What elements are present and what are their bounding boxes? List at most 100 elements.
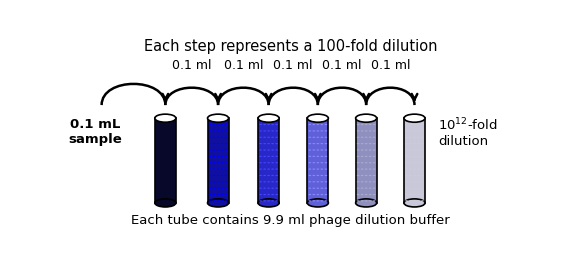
Circle shape (312, 149, 315, 151)
Circle shape (221, 175, 223, 176)
Circle shape (225, 175, 227, 176)
Circle shape (267, 130, 270, 132)
Circle shape (320, 200, 323, 201)
Circle shape (357, 168, 359, 170)
Circle shape (271, 149, 274, 151)
Ellipse shape (404, 199, 425, 207)
Ellipse shape (404, 114, 425, 122)
Circle shape (217, 200, 219, 201)
Circle shape (267, 188, 270, 189)
Circle shape (259, 149, 262, 151)
Circle shape (365, 137, 367, 138)
Circle shape (312, 175, 315, 176)
Circle shape (267, 124, 270, 125)
Circle shape (409, 149, 412, 151)
Circle shape (405, 137, 408, 138)
Circle shape (405, 130, 408, 132)
Circle shape (357, 143, 359, 144)
Circle shape (312, 162, 315, 163)
Circle shape (361, 168, 363, 170)
Circle shape (213, 137, 215, 138)
Ellipse shape (208, 114, 229, 122)
Circle shape (316, 188, 319, 189)
Circle shape (324, 168, 327, 170)
Circle shape (324, 124, 327, 125)
Circle shape (365, 156, 367, 157)
Circle shape (361, 175, 363, 176)
Text: 0.1 ml: 0.1 ml (371, 59, 410, 72)
Circle shape (421, 130, 424, 132)
Circle shape (421, 175, 424, 176)
Circle shape (417, 194, 420, 195)
Circle shape (213, 175, 215, 176)
Text: 0.1 ml: 0.1 ml (172, 59, 211, 72)
Circle shape (316, 156, 319, 157)
Circle shape (324, 194, 327, 195)
Circle shape (417, 168, 420, 170)
Circle shape (373, 168, 375, 170)
Circle shape (259, 181, 262, 182)
Circle shape (357, 124, 359, 125)
Circle shape (225, 137, 227, 138)
Circle shape (373, 143, 375, 144)
Ellipse shape (261, 116, 277, 121)
Circle shape (271, 130, 274, 132)
Circle shape (357, 181, 359, 182)
Circle shape (275, 200, 278, 201)
Circle shape (312, 200, 315, 201)
Circle shape (267, 194, 270, 195)
Circle shape (217, 188, 219, 189)
Circle shape (413, 200, 416, 201)
Circle shape (275, 149, 278, 151)
Ellipse shape (407, 116, 422, 121)
Circle shape (221, 143, 223, 144)
Ellipse shape (258, 199, 279, 207)
Circle shape (324, 149, 327, 151)
Circle shape (421, 156, 424, 157)
Circle shape (217, 168, 219, 170)
Circle shape (312, 143, 315, 144)
Circle shape (373, 156, 375, 157)
Circle shape (421, 137, 424, 138)
Circle shape (417, 162, 420, 163)
Circle shape (259, 194, 262, 195)
Bar (208, 118, 229, 203)
Circle shape (263, 124, 266, 125)
Circle shape (413, 162, 416, 163)
Text: 0.1 mL
sample: 0.1 mL sample (68, 118, 122, 146)
Circle shape (308, 137, 311, 138)
Circle shape (405, 124, 408, 125)
Circle shape (312, 124, 315, 125)
Circle shape (221, 162, 223, 163)
Circle shape (209, 143, 211, 144)
Circle shape (373, 137, 375, 138)
Circle shape (324, 188, 327, 189)
Circle shape (357, 130, 359, 132)
Circle shape (357, 149, 359, 151)
Circle shape (320, 143, 323, 144)
Circle shape (365, 188, 367, 189)
Circle shape (275, 168, 278, 170)
Circle shape (361, 181, 363, 182)
Circle shape (417, 124, 420, 125)
Circle shape (316, 137, 319, 138)
Circle shape (217, 130, 219, 132)
Circle shape (316, 194, 319, 195)
Circle shape (308, 130, 311, 132)
Circle shape (263, 137, 266, 138)
Circle shape (267, 137, 270, 138)
Circle shape (308, 181, 311, 182)
Circle shape (267, 162, 270, 163)
Circle shape (365, 162, 367, 163)
Circle shape (413, 168, 416, 170)
Circle shape (312, 130, 315, 132)
Circle shape (369, 149, 371, 151)
Circle shape (225, 194, 227, 195)
Circle shape (259, 162, 262, 163)
Circle shape (365, 200, 367, 201)
Circle shape (217, 162, 219, 163)
Circle shape (217, 156, 219, 157)
Circle shape (320, 181, 323, 182)
Circle shape (405, 162, 408, 163)
Circle shape (357, 194, 359, 195)
